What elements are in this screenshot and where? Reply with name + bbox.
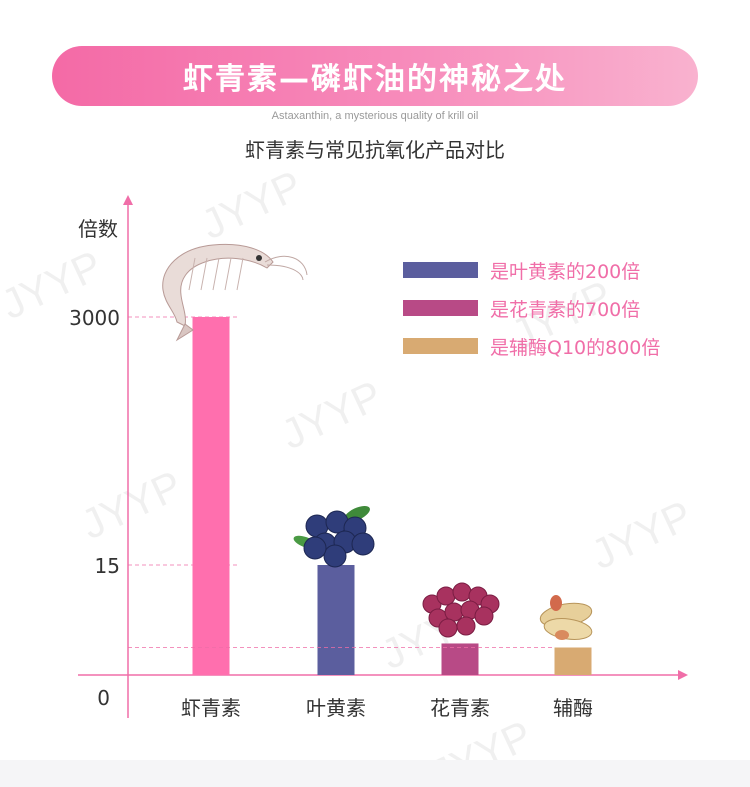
- blueberry-icon: [293, 505, 375, 568]
- watermark-text: JYYP: [194, 161, 309, 248]
- shrimp-leg: [200, 257, 208, 291]
- footer-band: [0, 760, 750, 787]
- watermark-text: JYYP: [74, 461, 189, 548]
- legend-swatch: [403, 262, 478, 278]
- shrimp-leg: [224, 257, 232, 291]
- y-tick-label: 0: [97, 686, 110, 710]
- grape-icon: [422, 582, 500, 638]
- x-tick-label: 虾青素: [181, 696, 241, 720]
- x-tick-label: 辅酶: [553, 696, 593, 720]
- peanut-kernel: [555, 630, 569, 640]
- legend-label: 是叶黄素的200倍: [490, 261, 640, 283]
- grape: [452, 582, 472, 602]
- blueberry: [351, 532, 375, 556]
- grape: [438, 618, 458, 638]
- shrimp-tail: [175, 323, 194, 342]
- peanut-kernel: [550, 595, 562, 611]
- legend-label: 是辅酶Q10的800倍: [490, 337, 660, 359]
- y-axis-label: 倍数: [78, 217, 118, 241]
- grape: [436, 586, 456, 606]
- legend-label: 是花青素的700倍: [490, 299, 640, 321]
- bar-0: [192, 317, 230, 675]
- shrimp-leg: [188, 257, 196, 291]
- grape: [474, 606, 494, 626]
- chart-subtitle: 虾青素与常见抗氧化产品对比: [245, 138, 505, 162]
- grape: [456, 616, 476, 636]
- bar-1: [317, 565, 355, 675]
- y-tick-label: 3000: [69, 306, 120, 330]
- title-banner: 虾青素—磷虾油的神秘之处: [52, 46, 698, 106]
- watermark-text: JYYP: [584, 491, 699, 578]
- shrimp-icon: [162, 243, 308, 342]
- shrimp-antenna: [264, 255, 308, 281]
- x-tick-label: 花青素: [430, 696, 490, 720]
- bar-2: [441, 643, 479, 675]
- grape: [444, 602, 464, 622]
- blueberry: [303, 536, 327, 560]
- shrimp-eye: [256, 255, 262, 261]
- legend-swatch: [403, 338, 478, 354]
- blueberry: [323, 544, 347, 568]
- peanut-icon: [539, 595, 593, 640]
- legend-swatch: [403, 300, 478, 316]
- shrimp-leg: [212, 257, 220, 291]
- y-axis-arrow: [123, 195, 133, 205]
- x-axis-arrow: [678, 670, 688, 680]
- x-tick-label: 叶黄素: [306, 696, 366, 720]
- shrimp-leg: [236, 257, 244, 291]
- bar-3: [554, 647, 592, 675]
- y-tick-label: 15: [95, 554, 120, 578]
- subtitle-english: Astaxanthin, a mysterious quality of kri…: [271, 110, 479, 122]
- watermark-text: JYYP: [274, 371, 389, 458]
- page-title: 虾青素—磷虾油的神秘之处: [183, 62, 567, 97]
